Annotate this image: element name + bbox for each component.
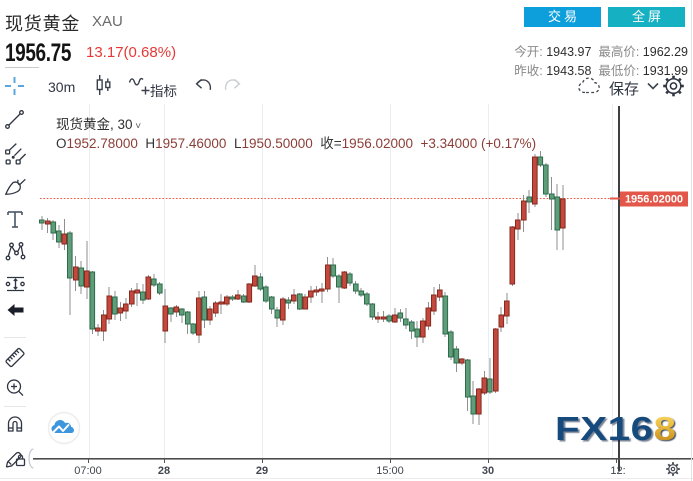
svg-text:30: 30 [482, 465, 494, 477]
svg-text:28: 28 [158, 465, 170, 477]
svg-text:1956.02000: 1956.02000 [625, 194, 683, 206]
svg-text:07:00: 07:00 [74, 465, 102, 477]
svg-text:29: 29 [256, 465, 268, 477]
svg-text:15:00: 15:00 [376, 465, 404, 477]
svg-text:12:: 12: [610, 465, 625, 477]
